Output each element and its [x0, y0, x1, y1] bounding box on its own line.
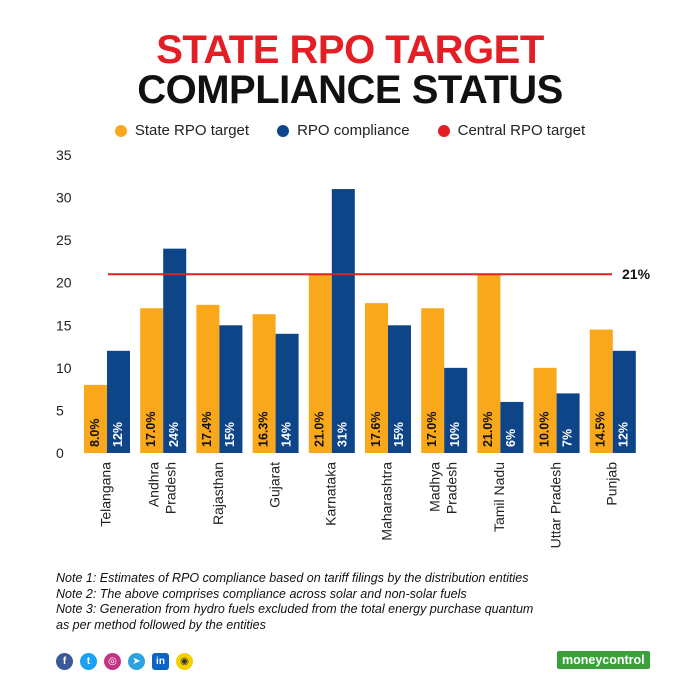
bar-value-label: 24%: [167, 422, 181, 447]
bar-state-target: [84, 384, 107, 453]
bar-compliance: [275, 333, 299, 453]
bar-value-label: 15%: [392, 422, 406, 447]
y-tick-label: 0: [56, 445, 64, 461]
x-tick-label: Gujarat: [266, 462, 282, 508]
bar-compliance: [388, 325, 411, 453]
legend: State RPO target RPO compliance Central …: [0, 122, 700, 139]
bar-state-target: [533, 367, 557, 453]
x-tick-label: Uttar Pradesh: [547, 462, 563, 548]
bar-value-label: 17.0%: [425, 412, 439, 447]
note-2: Note 2: The above comprises compliance a…: [56, 586, 467, 601]
instagram-icon[interactable]: ◎: [104, 653, 121, 670]
bar-value-label: 8.0%: [88, 419, 102, 448]
bar-state-target: [421, 308, 445, 453]
legend-dot-compliance: [277, 124, 290, 137]
bar-state-target: [140, 308, 164, 453]
bar-state-target: [477, 274, 501, 453]
legend-dot-state-target: [114, 124, 127, 137]
legend-label-central-target: Central RPO target: [457, 122, 586, 139]
bar-compliance: [219, 325, 243, 453]
bar-value-label: 7%: [560, 429, 574, 447]
y-tick-label: 15: [56, 317, 72, 333]
bar-value-label: 10%: [448, 422, 462, 447]
bar-compliance: [331, 189, 355, 454]
bar-state-target: [252, 314, 276, 453]
bar-compliance: [556, 393, 580, 453]
legend-item-compliance: RPO compliance: [277, 122, 410, 139]
bar-compliance: [107, 350, 130, 453]
x-tick-label: Andhra: [145, 462, 161, 507]
legend-dot-central-target: [437, 124, 450, 137]
chart-title-line1: STATE RPO TARGET: [156, 28, 544, 72]
telegram-icon[interactable]: ➤: [128, 653, 145, 670]
x-tick-label: Maharashtra: [379, 462, 395, 541]
central-target-label: 21%: [622, 266, 651, 282]
bar-value-label: 31%: [336, 422, 350, 447]
brand-logo: moneycontrol: [557, 651, 650, 669]
bar-value-label: 14%: [279, 422, 293, 447]
x-tick-label: Karnataka: [323, 462, 339, 526]
bar-value-label: 14.5%: [594, 412, 608, 447]
legend-label-state-target: State RPO target: [134, 122, 250, 139]
y-tick-label: 20: [56, 275, 72, 291]
bar-value-label: 17.0%: [144, 412, 158, 447]
bar-value-label: 16.3%: [256, 412, 270, 447]
legend-item-central-target: Central RPO target: [437, 122, 586, 139]
x-tick-label: Pradesh: [443, 462, 459, 514]
x-tick-label: Madhya: [426, 462, 442, 512]
x-tick-label: Pradesh: [162, 462, 178, 514]
y-tick-label: 10: [56, 360, 72, 376]
y-tick-label: 25: [56, 232, 72, 248]
bar-value-label: 21.0%: [481, 412, 495, 447]
notes: Note 1: Estimates of RPO compliance base…: [56, 571, 686, 633]
legend-item-state-target: State RPO target: [114, 122, 250, 139]
chart-title-line2: COMPLIANCE STATUS: [137, 68, 563, 112]
snapchat-icon[interactable]: ◉: [176, 653, 193, 670]
bar-value-label: 17.6%: [369, 412, 383, 447]
y-tick-label: 5: [56, 402, 64, 418]
bar-value-label: 17.4%: [200, 412, 214, 447]
twitter-icon[interactable]: t: [80, 653, 97, 670]
x-tick-label: Tamil Nadu: [491, 462, 507, 532]
linkedin-icon[interactable]: in: [152, 653, 169, 670]
bar-compliance: [500, 401, 524, 453]
x-tick-label: Rajasthan: [210, 462, 226, 525]
bar-state-target: [196, 304, 220, 453]
bar-value-label: 6%: [504, 429, 518, 447]
bar-value-label: 12%: [111, 422, 125, 447]
note-3-continued: as per method followed by the entities: [56, 617, 266, 632]
bar-compliance: [163, 248, 187, 453]
social-icons: f t ◎ ➤ in ◉: [56, 653, 193, 670]
bar-state-target: [308, 274, 332, 453]
bar-compliance: [444, 367, 468, 453]
bar-state-target: [365, 303, 388, 453]
bar-chart: 0 5 10 15 20 25 30 35 8.0% 12% Telangana 17.0% 24% An…: [56, 147, 651, 548]
bar-value-label: 10.0%: [537, 412, 551, 447]
x-tick-label: Punjab: [604, 462, 620, 506]
note-3: Note 3: Generation from hydro fuels excl…: [56, 602, 534, 616]
y-tick-label: 35: [56, 147, 72, 163]
bar-state-target: [589, 329, 613, 453]
y-tick-label: 30: [56, 190, 72, 206]
bar-compliance: [612, 350, 636, 453]
facebook-icon[interactable]: f: [56, 653, 73, 670]
bar-value-label: 15%: [223, 422, 237, 447]
note-1: Note 1: Estimates of RPO compliance base…: [56, 571, 529, 585]
bar-value-label: 21.0%: [313, 412, 327, 447]
legend-label-compliance: RPO compliance: [297, 122, 410, 139]
bar-value-label: 12%: [617, 422, 631, 447]
x-tick-label: Telangana: [98, 462, 114, 527]
